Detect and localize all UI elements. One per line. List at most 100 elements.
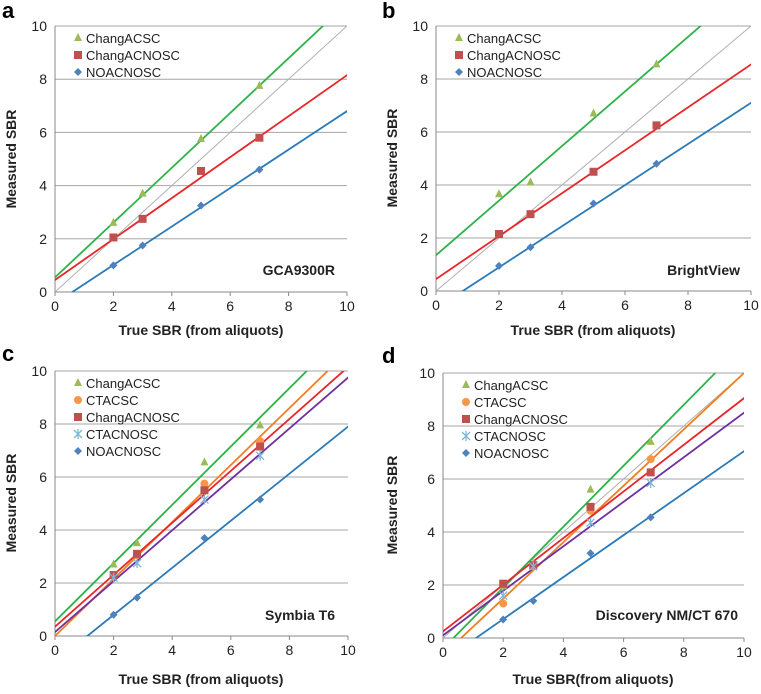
point-changacnosc	[255, 134, 263, 142]
x-tick-label: 0	[51, 298, 59, 314]
x-tick-label: 0	[439, 644, 447, 660]
point-changacnosc	[495, 230, 503, 238]
fit-lines	[413, 313, 761, 683]
point-changacsc	[586, 485, 594, 493]
legend-label: ChangACSC	[86, 376, 160, 391]
point-ctacsc	[647, 455, 655, 463]
legend-marker-changacnosc	[462, 415, 470, 423]
legend: ChangACSC ChangACNOSC NOACNOSC	[455, 31, 561, 80]
x-tick-label: 10	[340, 642, 356, 658]
point-changacnosc	[647, 468, 655, 476]
legend-label: ChangACNOSC	[86, 410, 180, 425]
fit-line-changacsc	[405, 0, 761, 283]
y-tick-label: 2	[420, 230, 428, 246]
legend-marker-noacnosc	[455, 68, 463, 76]
legend-label: ChangACSC	[474, 378, 548, 393]
panel-letter: b	[382, 0, 395, 23]
x-tick-label: 2	[110, 298, 118, 314]
y-tick-label: 0	[39, 284, 47, 300]
point-changacsc	[590, 108, 598, 116]
point-noacnosc	[256, 496, 264, 504]
x-tick-label: 6	[621, 297, 629, 313]
y-tick-label: 6	[39, 469, 47, 485]
x-tick-label: 8	[684, 297, 692, 313]
y-tick-label: 6	[420, 124, 428, 140]
y-tick-label: 2	[39, 575, 47, 591]
legend: ChangACSCCTACSCChangACNOSCCTACNOSCNOACNO…	[74, 376, 180, 459]
legend-label: ChangACNOSC	[474, 412, 568, 427]
x-tick-label: 4	[168, 298, 176, 314]
x-tick-label: 4	[558, 297, 566, 313]
x-tick-label: 8	[680, 644, 688, 660]
fit-line-changacsc	[413, 313, 761, 679]
legend-label: CTACSC	[474, 395, 526, 410]
x-tick-label: 8	[285, 298, 293, 314]
fit-line-noacnosc	[413, 430, 761, 682]
point-changacsc	[527, 177, 535, 185]
y-tick-label: 8	[39, 416, 47, 432]
legend-marker-changacnosc	[455, 51, 463, 59]
point-changacnosc	[200, 486, 208, 494]
point-changacsc	[495, 189, 503, 197]
x-tick-label: 10	[743, 297, 759, 313]
legend-marker-ctacnosc	[74, 429, 82, 439]
y-tick-label: 2	[427, 577, 435, 593]
point-changacsc	[200, 457, 208, 465]
legend-marker-noacnosc	[74, 68, 82, 76]
point-changacnosc	[590, 168, 598, 176]
y-tick-label: 10	[419, 365, 435, 381]
legend-label: NOACNOSC	[467, 65, 542, 80]
y-tick-label: 0	[427, 630, 435, 646]
panel-letter: c	[2, 341, 14, 366]
legend-label: ChangACNOSC	[467, 48, 561, 63]
legend-marker-changacnosc	[74, 51, 82, 59]
fit-line-changacsc	[26, 0, 376, 305]
device-label: Discovery NM/CT 670	[596, 607, 739, 623]
legend-label: NOACNOSC	[86, 65, 161, 80]
point-noacnosc	[590, 200, 598, 208]
y-tick-label: 10	[31, 18, 47, 34]
device-label: BrightView	[667, 262, 740, 278]
y-tick-label: 4	[420, 177, 428, 193]
y-tick-label: 10	[412, 18, 428, 34]
legend-label: NOACNOSC	[474, 446, 549, 461]
fit-line-ctacsc	[413, 345, 761, 683]
y-tick-label: 8	[420, 71, 428, 87]
panel-letter: d	[382, 343, 395, 368]
point-changacnosc	[653, 121, 661, 129]
point-changacnosc	[586, 503, 594, 511]
device-label: GCA9300R	[263, 262, 335, 278]
x-axis-title: True SBR (from aliquots)	[511, 322, 676, 338]
x-tick-label: 6	[620, 644, 628, 660]
y-tick-label: 0	[420, 283, 428, 299]
legend-label: NOACNOSC	[86, 444, 161, 459]
x-tick-label: 10	[339, 298, 355, 314]
legend-marker-noacnosc	[462, 449, 470, 457]
x-tick-label: 10	[736, 644, 752, 660]
legend-label: ChangACSC	[86, 31, 160, 46]
legend-label: ChangACNOSC	[86, 48, 180, 63]
x-tick-label: 8	[286, 642, 294, 658]
y-tick-label: 8	[427, 418, 435, 434]
legend-marker-changacsc	[455, 33, 463, 41]
point-ctacnosc	[586, 518, 594, 528]
legend-marker-ctacnosc	[462, 431, 470, 441]
x-tick-label: 6	[226, 298, 234, 314]
fit-lines	[405, 0, 761, 329]
point-changacnosc	[109, 233, 117, 241]
legend: ChangACSCCTACSCChangACNOSCCTACNOSCNOACNO…	[462, 378, 568, 461]
fit-line-changacsc	[26, 301, 378, 651]
panel-letter: a	[2, 0, 15, 23]
y-axis-title: Measured SBR	[3, 110, 19, 209]
y-tick-label: 4	[39, 178, 47, 194]
legend-label: ChangACSC	[467, 31, 541, 46]
y-tick-label: 2	[39, 231, 47, 247]
device-label: Symbia T6	[265, 607, 335, 623]
fit-line-noacnosc	[26, 403, 378, 685]
legend-marker-changacnosc	[74, 413, 82, 421]
y-axis-title: Measured SBR	[384, 456, 400, 555]
point-changacnosc	[139, 215, 147, 223]
x-tick-label: 0	[432, 297, 440, 313]
